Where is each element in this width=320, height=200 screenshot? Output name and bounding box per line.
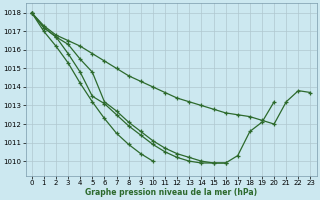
X-axis label: Graphe pression niveau de la mer (hPa): Graphe pression niveau de la mer (hPa) <box>85 188 257 197</box>
